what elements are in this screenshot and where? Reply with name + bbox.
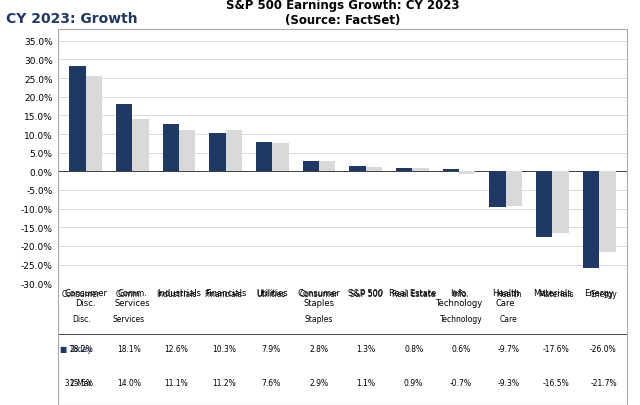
Text: 14.0%: 14.0%: [117, 378, 141, 387]
Text: -0.7%: -0.7%: [450, 378, 472, 387]
Bar: [179, 130, 195, 172]
Text: Materials: Materials: [538, 290, 574, 298]
Text: 28.2%: 28.2%: [70, 344, 93, 353]
Text: 12.6%: 12.6%: [164, 344, 188, 353]
Bar: [303, 162, 319, 172]
Text: 11.2%: 11.2%: [212, 378, 236, 387]
Text: Utilities: Utilities: [257, 290, 286, 298]
Text: Real Estate: Real Estate: [392, 290, 435, 298]
Bar: [226, 130, 242, 172]
Text: -17.6%: -17.6%: [543, 344, 570, 353]
Text: Industrials: Industrials: [156, 290, 196, 298]
Bar: [273, 144, 289, 172]
Text: Care: Care: [500, 314, 517, 323]
Bar: [506, 172, 522, 207]
Text: -16.5%: -16.5%: [543, 378, 570, 387]
Text: 31-Mar: 31-Mar: [60, 378, 92, 387]
Text: 11.1%: 11.1%: [164, 378, 188, 387]
Bar: [349, 167, 365, 172]
Text: 1.1%: 1.1%: [356, 378, 376, 387]
Text: 2.9%: 2.9%: [309, 378, 328, 387]
Bar: [132, 120, 148, 172]
Text: -9.3%: -9.3%: [497, 378, 520, 387]
Text: 0.6%: 0.6%: [451, 344, 470, 353]
Bar: [256, 143, 273, 172]
Text: CY 2023: Growth: CY 2023: Growth: [6, 12, 138, 26]
Text: Comm.: Comm.: [115, 290, 142, 298]
Bar: [396, 169, 412, 172]
Text: Health: Health: [496, 290, 521, 298]
Text: 0.9%: 0.9%: [404, 378, 423, 387]
Bar: [490, 172, 506, 208]
Text: -26.0%: -26.0%: [590, 344, 617, 353]
Bar: [443, 170, 459, 172]
Text: Staples: Staples: [305, 314, 333, 323]
Text: 25.5%: 25.5%: [69, 378, 93, 387]
Bar: [69, 67, 86, 172]
Bar: [319, 161, 335, 172]
Text: Consumer: Consumer: [62, 290, 100, 298]
Title: S&P 500 Earnings Growth: CY 2023
(Source: FactSet): S&P 500 Earnings Growth: CY 2023 (Source…: [226, 0, 459, 27]
Bar: [459, 172, 476, 175]
Text: ■ Today: ■ Today: [60, 344, 92, 353]
Text: Info.: Info.: [452, 290, 470, 298]
Bar: [365, 168, 382, 172]
Text: 7.9%: 7.9%: [262, 344, 281, 353]
Text: Disc.: Disc.: [72, 314, 91, 323]
Bar: [536, 172, 552, 237]
Text: 0.8%: 0.8%: [404, 344, 423, 353]
Bar: [583, 172, 599, 269]
Text: 7.6%: 7.6%: [262, 378, 281, 387]
Text: -9.7%: -9.7%: [497, 344, 520, 353]
Bar: [209, 134, 226, 172]
Text: Financials: Financials: [205, 290, 243, 298]
Text: 18.1%: 18.1%: [117, 344, 141, 353]
Text: Consumer: Consumer: [300, 290, 338, 298]
Bar: [116, 104, 132, 172]
Text: 10.3%: 10.3%: [212, 344, 236, 353]
Text: -21.7%: -21.7%: [590, 378, 617, 387]
Bar: [412, 168, 429, 172]
Bar: [163, 125, 179, 172]
Text: 1.3%: 1.3%: [356, 344, 376, 353]
Text: Energy: Energy: [590, 290, 617, 298]
Bar: [599, 172, 616, 253]
Text: Services: Services: [113, 314, 145, 323]
Text: 2.8%: 2.8%: [309, 344, 328, 353]
Text: Technology: Technology: [440, 314, 483, 323]
Bar: [552, 172, 569, 233]
Bar: [86, 77, 102, 172]
Text: S&P 500: S&P 500: [350, 290, 382, 298]
